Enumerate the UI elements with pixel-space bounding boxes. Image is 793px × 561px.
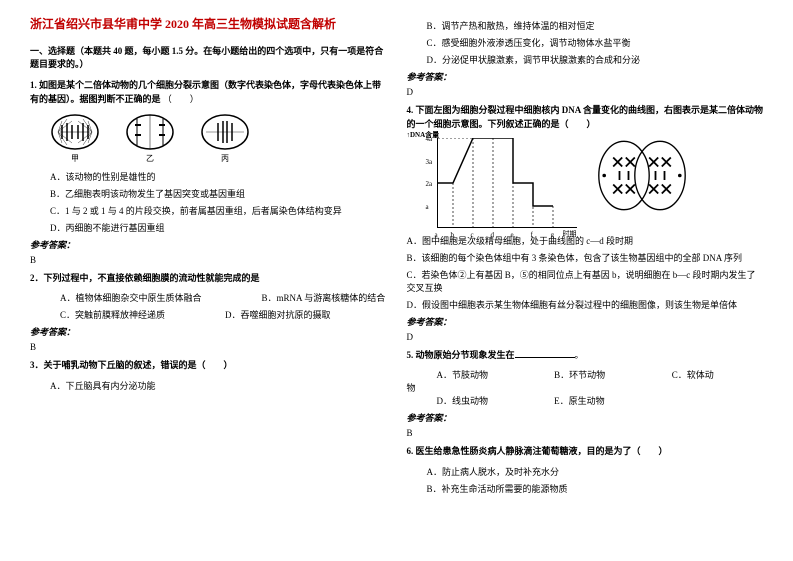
q1-text: 1. 如图是某个二倍体动物的几个细胞分裂示意图（数字代表染色体，字母代表染色体上… (30, 80, 381, 104)
a1-label: 参考答案： (30, 238, 387, 251)
xtick-e: e (511, 231, 514, 239)
xtick-a: a (435, 231, 438, 239)
q2-text: 2．下列过程中，不直接依赖细胞膜的流动性就能完成的是 (30, 273, 260, 283)
xtick-b: b (451, 231, 455, 239)
q6-optB: B．补充生命活动所需要的能源物质 (427, 482, 764, 495)
q4-text: 4. 下面左图为细胞分裂过程中细胞核内 DNA 含量变化的曲线图，右图表示是某二… (407, 105, 764, 129)
q3-optC: C．感受细胞外液渗透压变化，调节动物体水盐平衡 (427, 36, 764, 49)
a3-label: 参考答案： (407, 70, 764, 83)
question-4: 4. 下面左图为细胞分裂过程中细胞核内 DNA 含量变化的曲线图，右图表示是某二… (407, 103, 764, 132)
q1-optA: A．该动物的性别是雄性的 (50, 170, 387, 183)
q5-optC-cont: 物 (407, 381, 764, 394)
q4-optC: C．若染色体②上有基因 B，⑤的相同位点上有基因 b，说明细胞在 b—c 段时期… (407, 268, 764, 294)
q5-optC: C．软体动 (642, 368, 760, 381)
q4-optA: A．图中细胞是次级精母细胞，处于曲线图的 c—d 段时期 (407, 234, 764, 247)
ytick-a: a (426, 203, 429, 211)
a2: B (30, 342, 387, 352)
cell-2-label: 乙 (146, 153, 154, 164)
cell-1: 甲 (50, 113, 100, 164)
a5: B (407, 428, 764, 438)
cell-diagram-1 (50, 113, 100, 151)
xtick-g: g (551, 231, 555, 239)
q6-text: 6. 医生给患急性肠炎病人静脉滴注葡萄糖液，目的是为了（ ） (407, 446, 668, 456)
question-3: 3．关于哺乳动物下丘脑的叙述，错误的是（ ） (30, 358, 387, 372)
q3-optB: B．调节产热和散热，维持体温的相对恒定 (427, 19, 764, 32)
q5-blank (515, 348, 575, 358)
q2-optD: D．吞噬细胞对抗原的摄取 (225, 308, 331, 321)
a2-label: 参考答案： (30, 325, 387, 338)
q5-optD: D．线虫动物 (407, 394, 525, 407)
dna-chart: 4a 3a 2a a a b c d (437, 138, 577, 228)
cell-diagram-3 (200, 113, 250, 151)
cell-diagram-2 (125, 113, 175, 151)
left-column: 浙江省绍兴市县华甫中学 2020 年高三生物模拟试题含解析 一、选择题（本题共 … (20, 15, 397, 546)
q5-optB: B．环节动物 (524, 368, 642, 381)
q4-optB: B．该细胞的每个染色体组中有 3 条染色体，包含了该生物基因组中的全部 DNA … (407, 251, 764, 264)
question-5: 5. 动物原始分节现象发生在。 (407, 348, 764, 362)
ytick-3a: 3a (426, 158, 433, 166)
chart-svg (438, 138, 578, 228)
q3-text: 3．关于哺乳动物下丘脑的叙述，错误的是（ ） (30, 360, 233, 370)
q2-row2: C．突触前膜释放神经递质 D．吞噬细胞对抗原的摄取 (60, 308, 387, 321)
a4-label: 参考答案： (407, 315, 764, 328)
cell-1-label: 甲 (71, 153, 79, 164)
cell-2: 乙 (125, 113, 175, 164)
xtick-f: f (531, 231, 533, 239)
xtick-time: 时期 (563, 229, 577, 239)
section-header: 一、选择题（本题共 40 题，每小题 1.5 分。在每小题给出的四个选项中，只有… (30, 44, 387, 70)
q1-optC: C．1 与 2 或 1 与 4 的片段交换，前者属基因重组，后者属染色体结构变异 (50, 204, 387, 217)
q5-optE: E．原生动物 (524, 394, 642, 407)
a4: D (407, 332, 764, 342)
page-title: 浙江省绍兴市县华甫中学 2020 年高三生物模拟试题含解析 (30, 15, 387, 32)
ytick-2a: 2a (426, 180, 433, 188)
a1: B (30, 255, 387, 265)
a3: D (407, 87, 764, 97)
chart-ylabel: ↑DNA含量 (407, 130, 440, 140)
q4-figures: ↑DNA含量 4a 3a 2a a a b (407, 138, 764, 228)
q2-optC: C．突触前膜释放神经递质 (60, 308, 165, 321)
q3-optA: A．下丘脑具有内分泌功能 (50, 379, 387, 392)
q1-diagrams: 甲 乙 丙 (50, 113, 387, 164)
q2-row1: A．植物体细胞杂交中原生质体融合 B．mRNA 与游离核糖体的结合 (60, 291, 387, 304)
q3-optD: D．分泌促甲状腺激素，调节甲状腺激素的合成和分泌 (427, 53, 764, 66)
q5-row1: A．节肢动物 B．环节动物 C．软体动 (407, 368, 764, 381)
cell-diagram-right (597, 138, 687, 213)
ytick-4a: 4a (426, 135, 433, 143)
xtick-d: d (491, 231, 495, 239)
q1-optB: B．乙细胞表明该动物发生了基因突变或基因重组 (50, 187, 387, 200)
q2-optA: A．植物体细胞杂交中原生质体融合 (60, 291, 202, 304)
q5-text: 5. 动物原始分节现象发生在 (407, 350, 515, 360)
question-6: 6. 医生给患急性肠炎病人静脉滴注葡萄糖液，目的是为了（ ） (407, 444, 764, 458)
q2-optB: B．mRNA 与游离核糖体的结合 (262, 291, 386, 304)
q4-optD: D．假设图中细胞表示某生物体细胞有丝分裂过程中的细胞图像，则该生物是单倍体 (407, 298, 764, 311)
xtick-c: c (471, 231, 474, 239)
cell-3: 丙 (200, 113, 250, 164)
q1-paren: （ ） (163, 94, 199, 104)
q5-row2: D．线虫动物 E．原生动物 (407, 394, 764, 407)
cell-3-label: 丙 (221, 153, 229, 164)
q1-optD: D．丙细胞不能进行基因重组 (50, 221, 387, 234)
a5-label: 参考答案： (407, 411, 764, 424)
question-2: 2．下列过程中，不直接依赖细胞膜的流动性就能完成的是 (30, 271, 387, 285)
question-1: 1. 如图是某个二倍体动物的几个细胞分裂示意图（数字代表染色体，字母代表染色体上… (30, 78, 387, 107)
q6-optA: A．防止病人脱水，及时补充水分 (427, 465, 764, 478)
right-column: B．调节产热和散热，维持体温的相对恒定 C．感受细胞外液渗透压变化，调节动物体水… (397, 15, 774, 546)
q5-optA: A．节肢动物 (407, 368, 525, 381)
